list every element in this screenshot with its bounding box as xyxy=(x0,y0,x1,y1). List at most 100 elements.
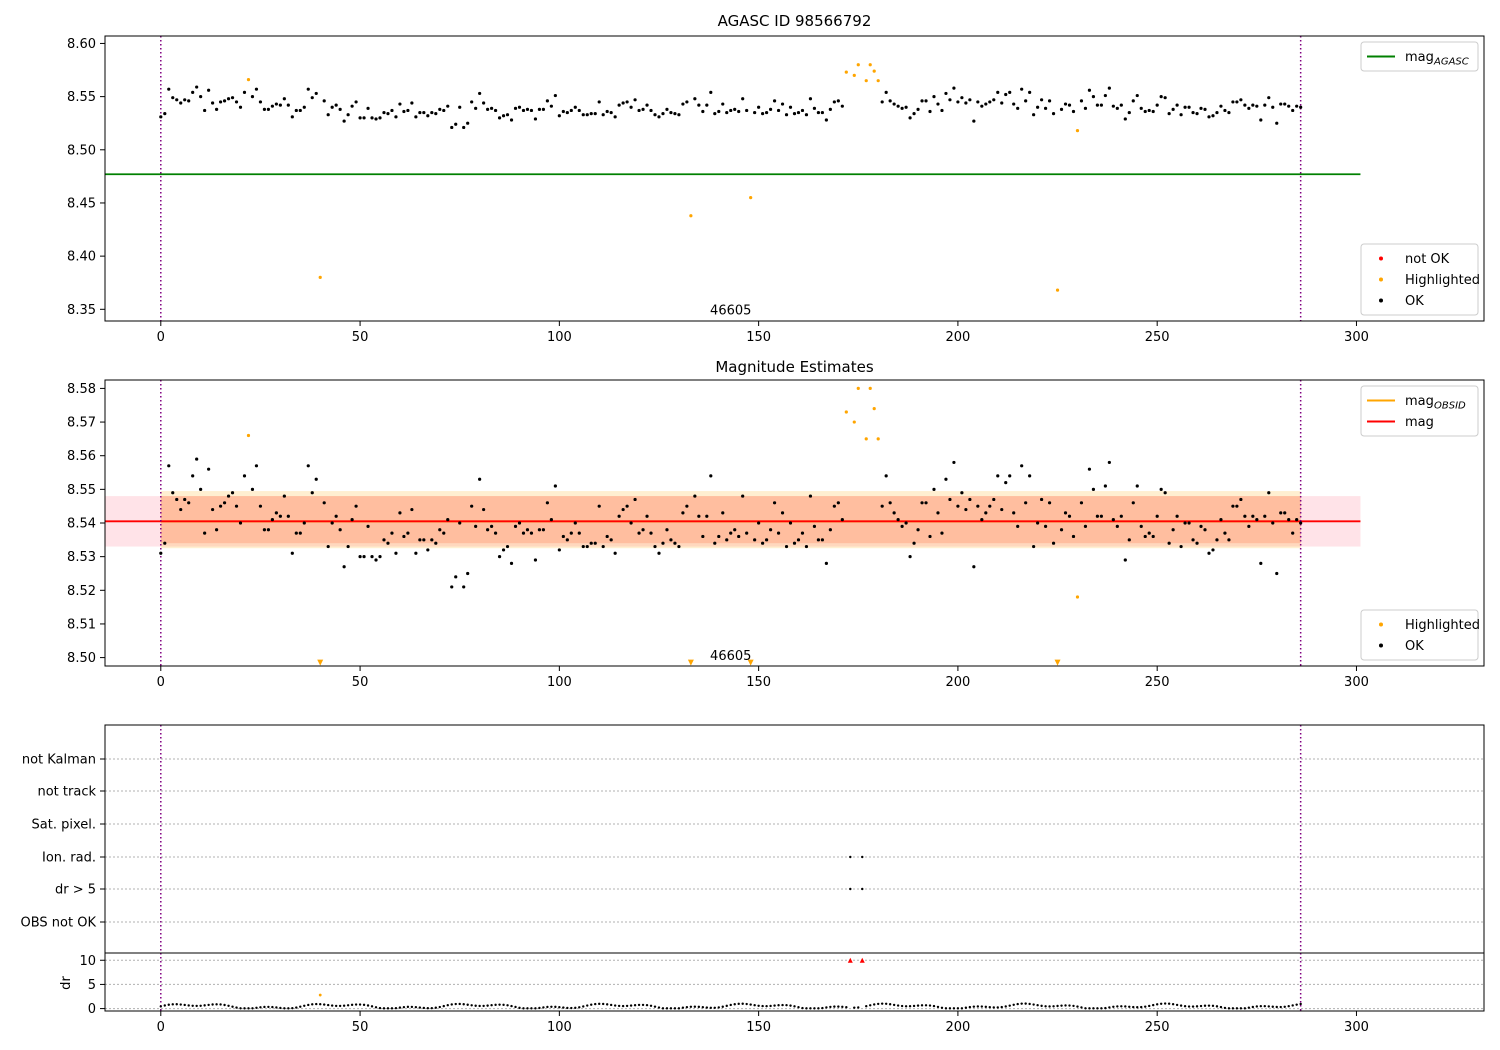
estimates-ytick-label-3: 8.53 xyxy=(67,550,96,565)
dr-point-208 xyxy=(988,1005,991,1009)
estimates-ok-point-25 xyxy=(262,528,267,532)
agasc-ok-point-254 xyxy=(1231,100,1235,104)
dr-point-117 xyxy=(625,1004,629,1008)
estimates-ok-point-208 xyxy=(1040,497,1044,502)
estimates-offscale-marker-1 xyxy=(687,659,694,666)
estimates-ok-point-24 xyxy=(258,504,263,508)
agasc-ok-point-226 xyxy=(1119,103,1123,107)
dr-point-18 xyxy=(231,1005,234,1008)
estimates-ok-point-130 xyxy=(685,504,689,508)
dr-point-108 xyxy=(590,1003,593,1006)
estimates-ok-point-109 xyxy=(601,544,605,549)
agasc-ok-point-48 xyxy=(358,116,362,120)
agasc-ok-point-173 xyxy=(900,106,904,110)
dr-xtick-label-5: 250 xyxy=(1145,1020,1170,1035)
agasc-ok-point-151 xyxy=(776,108,781,113)
dr-point-278 xyxy=(1267,1005,1270,1008)
estimates-ok-point-45 xyxy=(346,544,350,549)
estimates-ok-point-87 xyxy=(513,524,518,528)
estimates-xtick-label-4: 200 xyxy=(945,675,970,690)
estimates-ok-point-73 xyxy=(458,521,462,525)
dr-point-37 xyxy=(307,1003,310,1007)
dr-point-186 xyxy=(900,1004,904,1008)
dr-point-280 xyxy=(1275,1005,1278,1009)
estimates-legend-label-0: mag xyxy=(1405,394,1434,409)
dr-point-76 xyxy=(462,1003,465,1006)
dr-point-146 xyxy=(741,1002,744,1005)
estimates-ok-point-32 xyxy=(290,551,294,555)
estimates-ok-point-64 xyxy=(422,538,426,542)
estimates-ok-point-220 xyxy=(1095,514,1100,518)
dr-point-228 xyxy=(1068,1004,1071,1007)
estimates-ok-point-36 xyxy=(306,464,310,468)
estimates-highlighted-point-2 xyxy=(852,420,856,424)
dr-point-165 xyxy=(817,1007,820,1010)
agasc-ok-point-255 xyxy=(1235,100,1239,104)
estimates-ok-point-223 xyxy=(1107,460,1111,465)
estimates-ok-point-67 xyxy=(434,541,438,545)
dr-point-52 xyxy=(366,1004,370,1007)
dr-point-281 xyxy=(1279,1005,1282,1009)
agasc-xtick-label-6: 300 xyxy=(1344,330,1369,345)
dr-point-67 xyxy=(426,1007,430,1010)
estimates-offscale-marker-0 xyxy=(317,659,324,666)
estimates-ok-point-129 xyxy=(681,511,685,515)
agasc-ok-point-130 xyxy=(685,100,689,104)
estimates-ytick-label-4: 8.54 xyxy=(67,517,96,532)
dr-point-66 xyxy=(422,1006,426,1010)
agasc-ok-point-70 xyxy=(446,104,450,108)
dr-point-118 xyxy=(629,1004,633,1007)
agasc-ok-point-155 xyxy=(792,112,797,116)
dr-point-40 xyxy=(319,1003,322,1006)
estimates-ok-point-38 xyxy=(314,477,318,481)
agasc-title: AGASC ID 98566792 xyxy=(718,12,872,30)
flags-point-1-1 xyxy=(861,887,864,891)
dr-point-191 xyxy=(920,1004,924,1007)
agasc-ok-point-209 xyxy=(1043,106,1048,110)
agasc-ok-point-24 xyxy=(258,100,263,104)
flags-category-label-3: Sat. pixel. xyxy=(32,818,96,833)
agasc-ok-point-138 xyxy=(721,102,725,106)
estimates-ok-point-153 xyxy=(784,544,789,549)
estimates-ok-point-168 xyxy=(880,504,884,508)
agasc-ok-point-231 xyxy=(1139,106,1143,110)
estimates-ok-point-196 xyxy=(992,497,996,502)
dr-point-270 xyxy=(1235,1007,1239,1010)
agasc-ok-point-134 xyxy=(705,103,709,107)
dr-point-5 xyxy=(179,1003,182,1006)
agasc-ok-point-156 xyxy=(796,110,801,115)
dr-point-22 xyxy=(247,1007,250,1010)
estimates-ok-point-98 xyxy=(557,548,561,552)
dr-point-98 xyxy=(550,1005,553,1008)
flags-category-label-1: dr > 5 xyxy=(55,883,96,898)
agasc-ok-point-76 xyxy=(470,100,474,104)
estimates-ok-point-108 xyxy=(597,504,601,508)
dr-ytick-label-2: 10 xyxy=(79,954,96,969)
agasc-ok-point-84 xyxy=(501,114,506,118)
agasc-ok-point-144 xyxy=(745,108,749,113)
agasc-ok-point-199 xyxy=(1004,92,1008,97)
dr-point-162 xyxy=(805,1007,808,1010)
dr-point-183 xyxy=(888,1003,892,1006)
agasc-ok-point-135 xyxy=(709,90,713,94)
agasc-ok-point-153 xyxy=(784,113,789,117)
dr-point-160 xyxy=(797,1006,800,1009)
agasc-ok-point-101 xyxy=(569,108,573,113)
estimates-ok-point-246 xyxy=(1199,524,1203,528)
agasc-ok-point-28 xyxy=(274,102,278,106)
agasc-ok-point-73 xyxy=(458,105,462,109)
estimates-legend-swatch-0 xyxy=(1379,622,1383,627)
estimates-ok-point-184 xyxy=(944,477,948,481)
agasc-ok-point-185 xyxy=(948,98,952,102)
dr-point-46 xyxy=(342,1004,346,1007)
estimates-ok-point-137 xyxy=(717,534,721,539)
agasc-ok-point-5 xyxy=(179,101,183,105)
dr-point-51 xyxy=(362,1003,366,1007)
dr-point-17 xyxy=(227,1004,230,1007)
dr-point-240 xyxy=(1116,1005,1119,1008)
dr-highlighted-point-0 xyxy=(318,993,322,997)
dr-point-256 xyxy=(1179,1004,1183,1007)
agasc-ok-point-12 xyxy=(207,88,211,92)
estimates-ok-point-226 xyxy=(1119,514,1123,518)
